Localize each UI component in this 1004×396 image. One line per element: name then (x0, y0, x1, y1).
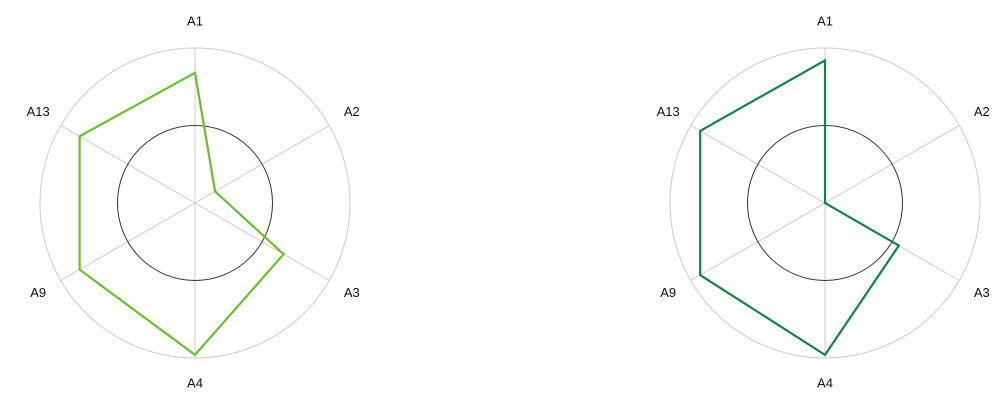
axis-label-a9: A9 (660, 285, 676, 300)
series-polygon (699, 58, 901, 357)
axis-label-a1: A1 (817, 13, 833, 28)
axis-label-a3: A3 (344, 285, 360, 300)
axis-label-a13: A13 (27, 104, 50, 119)
reference-ring (117, 125, 273, 281)
axis-label-a13: A13 (657, 104, 680, 119)
radar-chart-2: A1 A2 A3 A4 A9 A13 (657, 13, 990, 390)
radar-chart-1: A1 A2 A3 A4 A9 A13 (27, 13, 360, 390)
axis-label-a2: A2 (974, 104, 990, 119)
axis-label-a2: A2 (344, 104, 360, 119)
axis-label-a9: A9 (30, 285, 46, 300)
axis-label-a4: A4 (817, 375, 833, 390)
axis-label-a1: A1 (187, 13, 203, 28)
axis-label-a3: A3 (974, 285, 990, 300)
series-polygon (78, 71, 286, 357)
axis-label-a4: A4 (187, 375, 203, 390)
